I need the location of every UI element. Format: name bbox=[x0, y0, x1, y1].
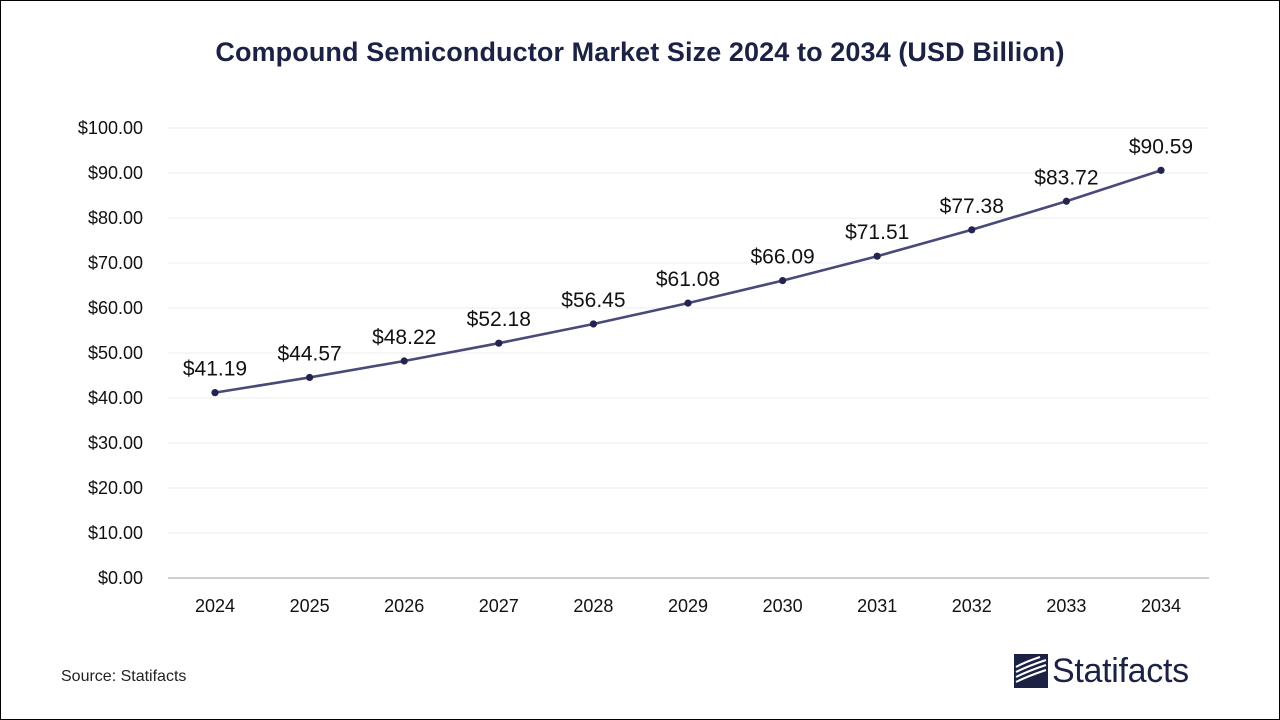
y-tick-label: $100.00 bbox=[78, 118, 143, 138]
y-tick-label: $30.00 bbox=[88, 433, 143, 453]
data-label: $41.19 bbox=[183, 358, 247, 381]
x-tick-label: 2028 bbox=[573, 596, 613, 616]
x-tick-label: 2026 bbox=[384, 596, 424, 616]
series-layer bbox=[211, 166, 1165, 397]
x-tick-label: 2033 bbox=[1046, 596, 1086, 616]
x-tick-label: 2025 bbox=[290, 596, 330, 616]
data-label: $52.18 bbox=[467, 308, 531, 331]
data-point bbox=[589, 320, 598, 328]
y-tick-label: $50.00 bbox=[88, 343, 143, 363]
data-point bbox=[873, 252, 881, 260]
y-tick-label: $40.00 bbox=[88, 388, 143, 408]
data-point bbox=[306, 373, 314, 382]
data-point bbox=[968, 226, 976, 234]
data-point bbox=[684, 299, 692, 307]
data-point bbox=[495, 339, 503, 347]
brand-logo: Statifacts bbox=[1014, 653, 1189, 689]
data-label: $77.38 bbox=[940, 195, 1004, 218]
y-axis-tick-labels: $0.00 $10.00 $20.00 $30.00 $40.00 $50.00 $60.0… bbox=[78, 118, 143, 588]
data-label: $66.09 bbox=[750, 246, 814, 269]
data-label: $44.57 bbox=[277, 342, 341, 365]
x-tick-label: 2024 bbox=[195, 596, 235, 616]
data-label: $48.22 bbox=[372, 326, 436, 349]
data-point bbox=[1062, 197, 1070, 205]
data-label: $83.72 bbox=[1034, 166, 1098, 189]
source-note: Source: Statifacts bbox=[61, 668, 187, 685]
gridlines bbox=[168, 127, 1209, 579]
x-tick-label: 2031 bbox=[857, 596, 897, 616]
y-tick-label: $60.00 bbox=[88, 298, 143, 318]
x-tick-label: 2034 bbox=[1141, 596, 1181, 616]
data-point bbox=[211, 389, 219, 397]
data-point bbox=[1157, 166, 1165, 174]
y-tick-label: $70.00 bbox=[88, 253, 143, 273]
data-point bbox=[400, 357, 408, 365]
statifacts-logo-icon bbox=[1014, 654, 1048, 688]
chart-title: Compound Semiconductor Market Size 2024 … bbox=[215, 37, 1065, 67]
x-axis-tick-labels: 2024 2025 2026 2027 2028 2029 2030 2031 2032 2033… bbox=[195, 596, 1181, 616]
y-tick-label: $20.00 bbox=[88, 478, 143, 498]
data-label: $90.59 bbox=[1129, 135, 1193, 158]
y-tick-label: $10.00 bbox=[88, 523, 143, 543]
brand-name: Statifacts bbox=[1052, 652, 1189, 690]
data-label: $71.51 bbox=[845, 221, 909, 244]
x-tick-label: 2027 bbox=[479, 596, 519, 616]
data-labels: $41.19 $44.57 $48.22 $52.18 $56.45 $61.08 $66.… bbox=[183, 135, 1193, 380]
y-tick-label: $90.00 bbox=[88, 163, 143, 183]
x-tick-label: 2032 bbox=[952, 596, 992, 616]
data-label: $56.45 bbox=[561, 289, 625, 312]
data-label: $61.08 bbox=[656, 268, 720, 291]
y-tick-label: $80.00 bbox=[88, 208, 143, 228]
y-tick-label: $0.00 bbox=[98, 568, 143, 588]
x-tick-label: 2029 bbox=[668, 596, 708, 616]
data-point bbox=[779, 276, 787, 285]
x-tick-label: 2030 bbox=[763, 596, 803, 616]
